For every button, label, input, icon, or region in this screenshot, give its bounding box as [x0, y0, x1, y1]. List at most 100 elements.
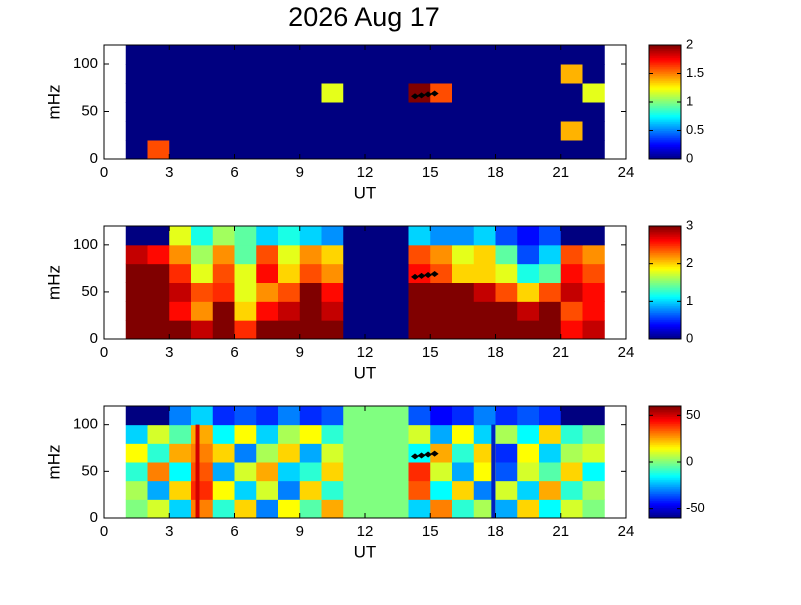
heat-cell — [125, 406, 148, 426]
heat-cell — [452, 83, 475, 103]
heat-cell — [386, 83, 409, 103]
colorbar-step — [649, 511, 681, 514]
heat-cell — [278, 406, 301, 426]
y-axis-label: mHz — [44, 445, 63, 480]
heat-cell — [560, 45, 583, 65]
heat-cell — [147, 301, 170, 321]
heat-cell — [343, 244, 366, 265]
colorbar-step — [649, 64, 681, 67]
heat-cell — [212, 102, 235, 122]
heat-cell — [147, 140, 170, 160]
heat-cell — [191, 282, 214, 302]
heat-cell — [452, 121, 475, 141]
colorbar-step — [649, 316, 681, 319]
heat-cell — [473, 282, 496, 302]
colorbar-step — [649, 310, 681, 314]
colorbar-step — [649, 273, 681, 276]
y-tick-label: 100 — [73, 55, 98, 72]
heat-cell — [125, 424, 148, 444]
heat-cell — [321, 406, 344, 426]
colorbar-step — [649, 469, 681, 472]
heat-cell — [365, 499, 388, 519]
heat-cell — [256, 443, 279, 463]
colorbar-step — [649, 57, 681, 60]
heat-cell — [495, 83, 518, 103]
heat-cell — [191, 462, 214, 482]
heat-cell — [299, 244, 322, 265]
heat-cell — [473, 462, 496, 482]
heat-cell — [452, 301, 475, 321]
heat-cell — [212, 244, 235, 265]
heat-cell — [343, 424, 366, 444]
heat-cell — [169, 499, 192, 519]
x-tick-label: 18 — [487, 523, 504, 540]
colorbar-step — [649, 277, 681, 280]
heat-cell — [191, 320, 214, 340]
heat-cell — [256, 406, 279, 426]
x-axis-label: UT — [354, 183, 377, 202]
heat-cell — [212, 140, 235, 160]
colorbar-step — [649, 240, 681, 243]
colorbar-step — [649, 78, 681, 82]
heat-cell — [256, 121, 279, 141]
heat-cell — [430, 263, 453, 283]
heat-cell — [169, 263, 192, 283]
colorbar-step — [649, 250, 681, 253]
colorbar-step — [649, 483, 681, 486]
y-tick-label: 100 — [73, 236, 98, 253]
colorbar-step — [649, 448, 681, 451]
heat-cell — [539, 226, 562, 246]
heat-cell — [386, 424, 409, 444]
heat-cell — [169, 282, 192, 302]
heat-cell — [452, 320, 475, 340]
colorbar-step — [649, 84, 681, 87]
heat-cell — [299, 443, 322, 463]
colorbar-step — [649, 227, 681, 231]
colorbar-step — [649, 451, 681, 454]
heat-cell — [191, 301, 214, 321]
colorbar-step — [649, 66, 681, 69]
heat-cell — [365, 406, 388, 426]
heat-cell — [452, 406, 475, 426]
colorbar-step — [649, 493, 681, 496]
colorbar-step — [649, 406, 681, 409]
heat-cell — [321, 282, 344, 302]
heat-cell — [169, 45, 192, 65]
colorbar-step — [649, 135, 681, 139]
colorbar-step — [649, 132, 681, 135]
heat-cell — [539, 282, 562, 302]
heat-cell — [452, 499, 475, 519]
heat-cell — [408, 64, 431, 84]
colorbar-step — [649, 294, 681, 298]
colorbar-step — [649, 439, 681, 442]
heat-cell — [256, 301, 279, 321]
colorbar-step — [649, 91, 681, 94]
heat-cell — [517, 320, 540, 340]
heat-cell — [234, 244, 257, 265]
heat-cell — [560, 320, 583, 340]
x-tick-label: 6 — [230, 164, 238, 181]
heat-cell — [495, 406, 518, 426]
heat-cell — [169, 64, 192, 84]
heat-cell — [343, 83, 366, 103]
heat-cell — [517, 226, 540, 246]
heat-cell — [299, 424, 322, 444]
heat-cell — [386, 263, 409, 283]
heat-cell — [147, 406, 170, 426]
heat-cell — [147, 424, 170, 444]
heat-cell — [169, 102, 192, 122]
y-tick-label: 0 — [90, 509, 98, 526]
y-tick-label: 50 — [81, 102, 98, 119]
colorbar-step — [649, 500, 681, 503]
heat-cell — [147, 282, 170, 302]
heat-cell — [408, 140, 431, 160]
heat-cell — [495, 102, 518, 122]
colorbar-step — [649, 465, 681, 468]
colorbar-step — [649, 121, 681, 124]
heat-cell — [560, 480, 583, 500]
heat-cell — [321, 83, 344, 103]
heat-cell — [430, 424, 453, 444]
heat-cell — [582, 443, 605, 463]
heat-cell — [234, 140, 257, 160]
heat-cell — [473, 226, 496, 246]
